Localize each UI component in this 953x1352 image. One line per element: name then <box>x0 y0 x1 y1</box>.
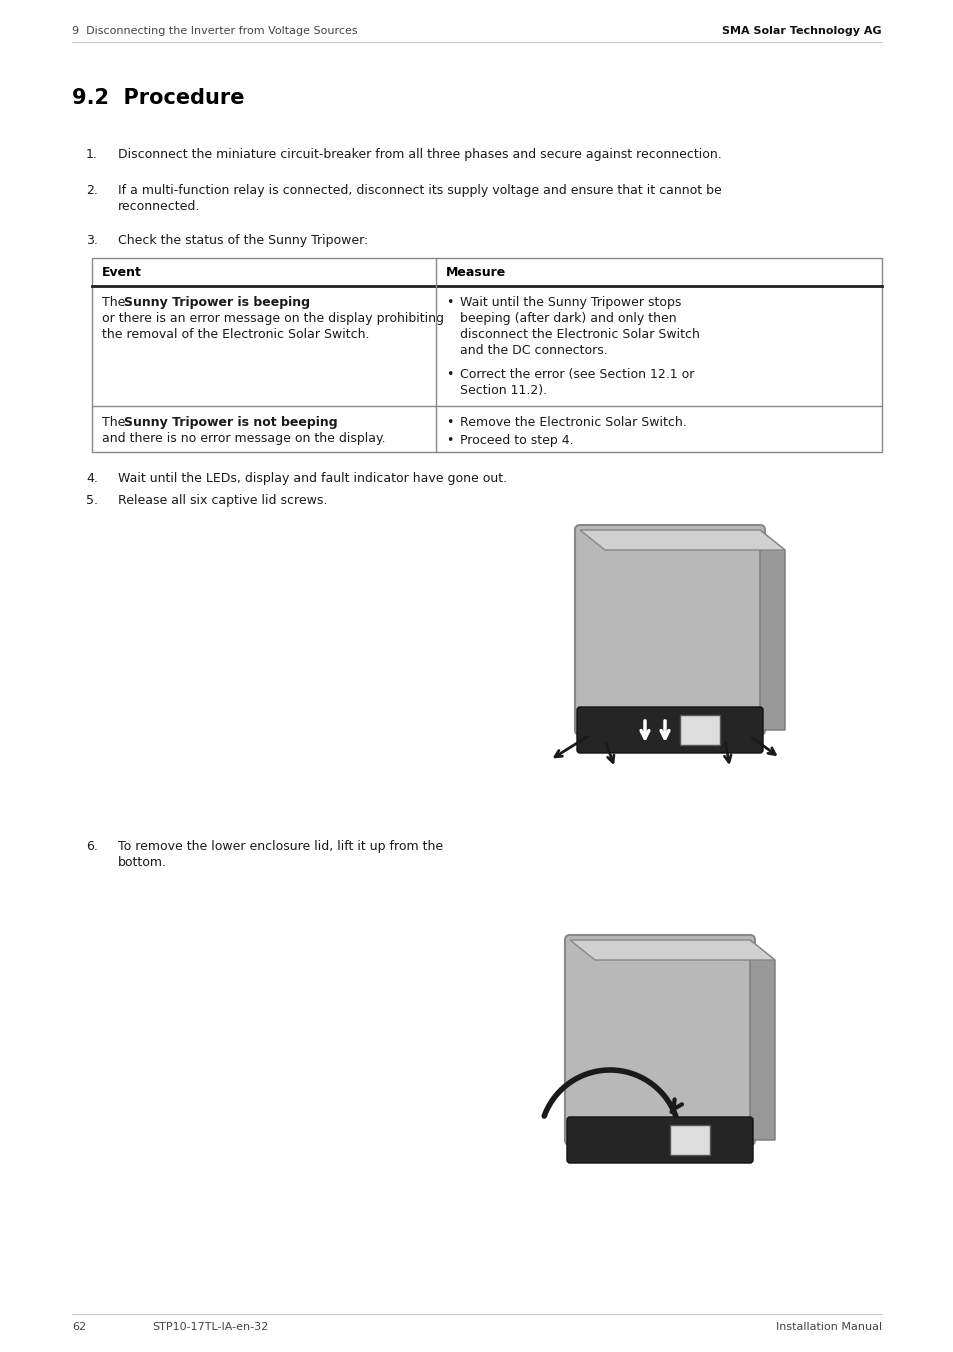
Text: 9  Disconnecting the Inverter from Voltage Sources: 9 Disconnecting the Inverter from Voltag… <box>71 26 357 37</box>
Text: Release all six captive lid screws.: Release all six captive lid screws. <box>118 493 327 507</box>
Text: Check the status of the Sunny Tripower:: Check the status of the Sunny Tripower: <box>118 234 368 247</box>
Text: Event: Event <box>102 266 142 279</box>
Text: •: • <box>445 434 453 448</box>
Text: Section 11.2).: Section 11.2). <box>459 384 546 397</box>
FancyBboxPatch shape <box>564 936 754 1145</box>
Text: 9.2  Procedure: 9.2 Procedure <box>71 88 244 108</box>
Polygon shape <box>760 530 784 730</box>
Text: disconnect the Electronic Solar Switch: disconnect the Electronic Solar Switch <box>459 329 699 341</box>
Text: beeping (after dark) and only then: beeping (after dark) and only then <box>459 312 676 324</box>
Text: the removal of the Electronic Solar Switch.: the removal of the Electronic Solar Swit… <box>102 329 369 341</box>
Text: Installation Manual: Installation Manual <box>775 1322 882 1332</box>
Text: and the DC connectors.: and the DC connectors. <box>459 343 607 357</box>
Text: SMA Solar Technology AG: SMA Solar Technology AG <box>721 26 882 37</box>
Text: The: The <box>102 416 130 429</box>
Text: •: • <box>445 296 453 310</box>
Text: The: The <box>102 296 130 310</box>
Text: If a multi-function relay is connected, disconnect its supply voltage and ensure: If a multi-function relay is connected, … <box>118 184 721 197</box>
FancyBboxPatch shape <box>577 707 762 753</box>
FancyBboxPatch shape <box>575 525 764 735</box>
Text: 5.: 5. <box>86 493 98 507</box>
Text: Proceed to step 4.: Proceed to step 4. <box>459 434 573 448</box>
Polygon shape <box>579 530 784 550</box>
Text: Remove the Electronic Solar Switch.: Remove the Electronic Solar Switch. <box>459 416 685 429</box>
Text: or there is an error message on the display prohibiting: or there is an error message on the disp… <box>102 312 443 324</box>
Text: bottom.: bottom. <box>118 856 167 869</box>
Text: 1.: 1. <box>86 147 98 161</box>
Text: •: • <box>445 368 453 381</box>
Bar <box>91 258 882 452</box>
Polygon shape <box>749 940 774 1140</box>
Text: 3.: 3. <box>86 234 98 247</box>
Text: 6.: 6. <box>86 840 98 853</box>
Text: Wait until the LEDs, display and fault indicator have gone out.: Wait until the LEDs, display and fault i… <box>118 472 507 485</box>
Text: 4.: 4. <box>86 472 98 485</box>
Text: Sunny Tripower is not beeping: Sunny Tripower is not beeping <box>124 416 337 429</box>
Text: To remove the lower enclosure lid, lift it up from the: To remove the lower enclosure lid, lift … <box>118 840 442 853</box>
Text: Wait until the Sunny Tripower stops: Wait until the Sunny Tripower stops <box>459 296 680 310</box>
Text: Correct the error (see Section 12.1 or: Correct the error (see Section 12.1 or <box>459 368 693 381</box>
Text: reconnected.: reconnected. <box>118 200 200 214</box>
Text: 2.: 2. <box>86 184 98 197</box>
Text: Disconnect the miniature circuit-breaker from all three phases and secure agains: Disconnect the miniature circuit-breaker… <box>118 147 721 161</box>
FancyBboxPatch shape <box>566 1117 752 1163</box>
Polygon shape <box>569 940 774 960</box>
Text: STP10-17TL-IA-en-32: STP10-17TL-IA-en-32 <box>152 1322 268 1332</box>
Text: •: • <box>445 416 453 429</box>
Bar <box>669 1125 709 1155</box>
Text: 62: 62 <box>71 1322 86 1332</box>
Text: and there is no error message on the display.: and there is no error message on the dis… <box>102 433 385 445</box>
Bar <box>679 715 720 745</box>
Text: Measure: Measure <box>445 266 505 279</box>
Text: Sunny Tripower is beeping: Sunny Tripower is beeping <box>124 296 310 310</box>
